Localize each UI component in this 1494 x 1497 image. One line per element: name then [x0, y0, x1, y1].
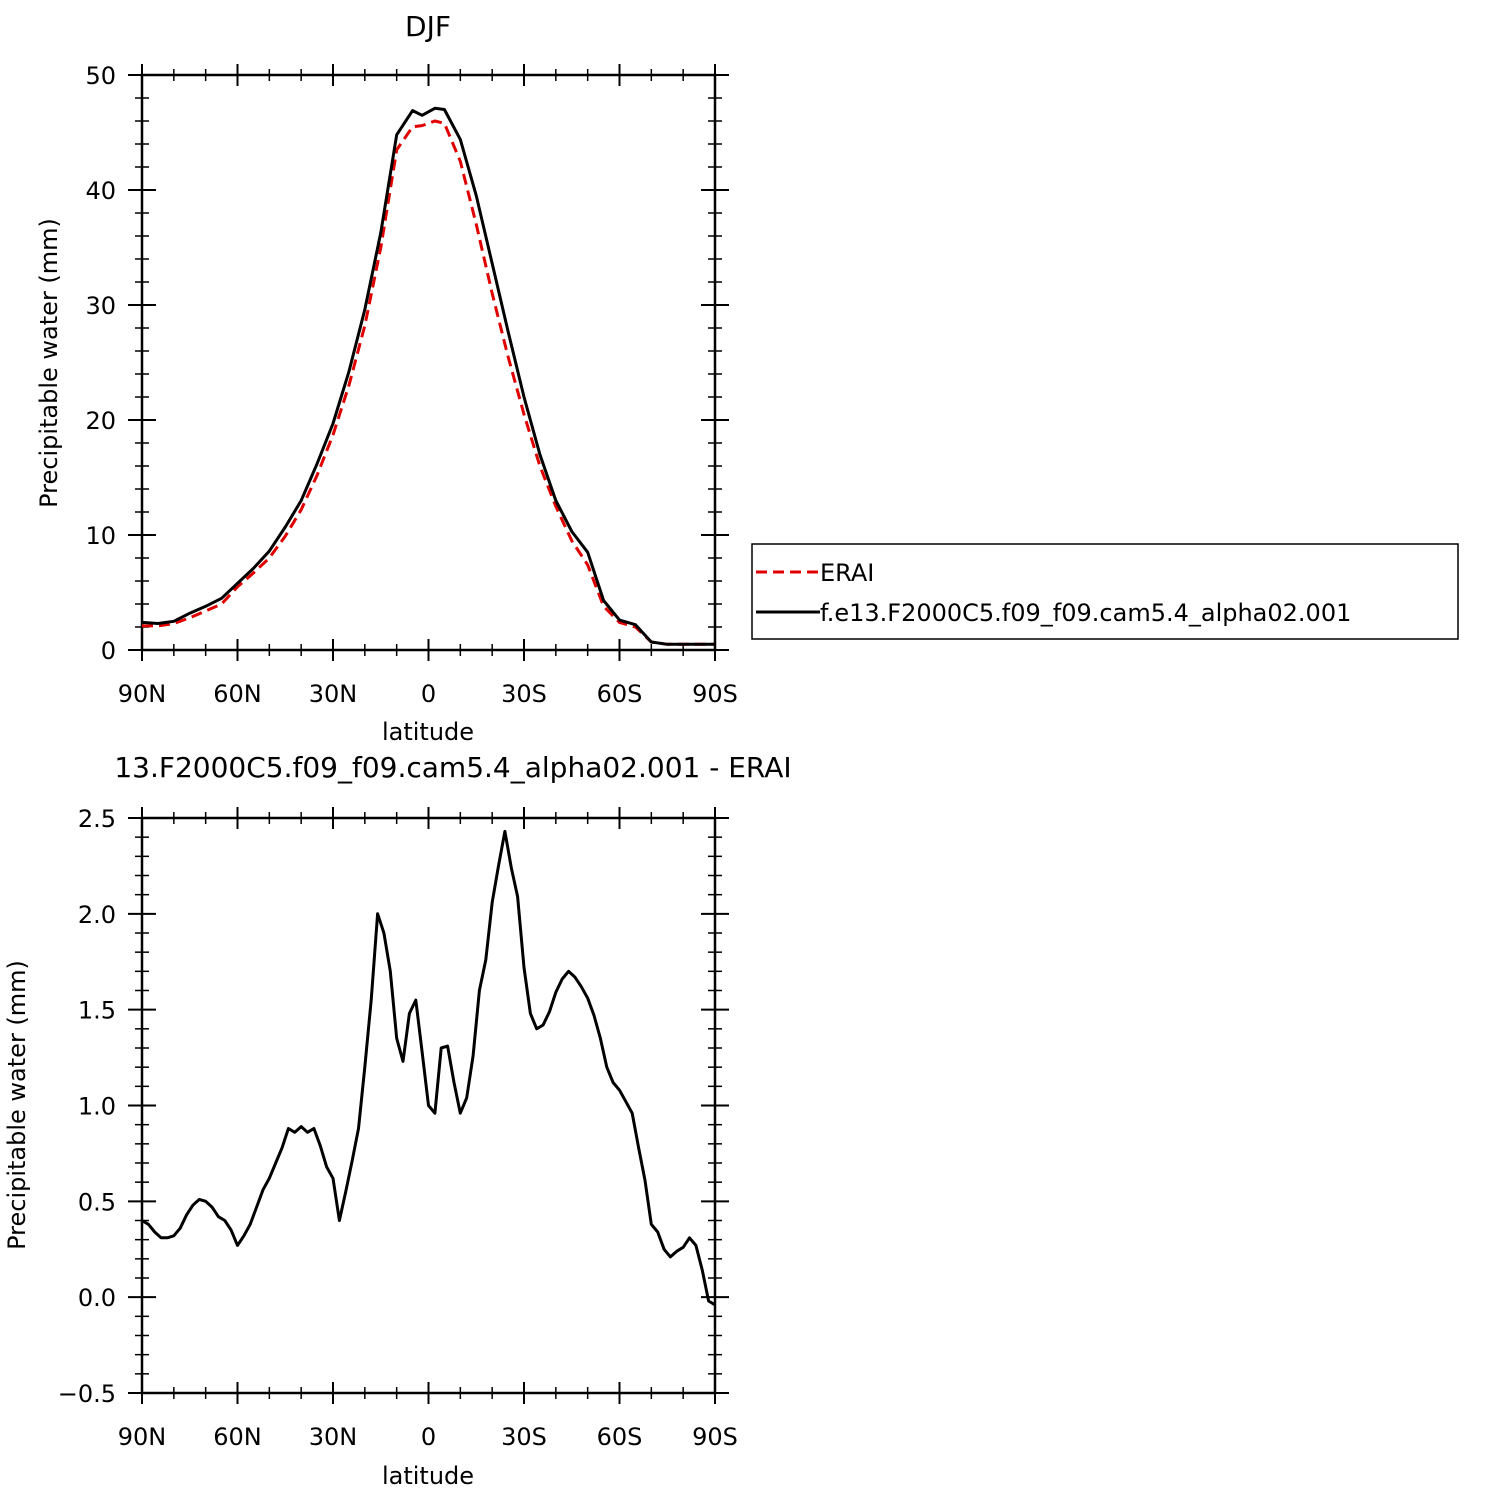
chart2-x-tick-label: 0 [421, 1423, 436, 1451]
chart1-series-line-0 [142, 119, 715, 646]
legend-box [751, 543, 1459, 640]
chart2-x-tick-label: 60S [597, 1423, 643, 1451]
chart2-y-tick-label: 0.5 [78, 1188, 116, 1216]
chart2-x-tick-label: 30N [309, 1423, 358, 1451]
chart2-x-tick-label: 90S [692, 1423, 738, 1451]
legend-model-label: f.e13.F2000C5.f09_f09.cam5.4_alpha02.001 [820, 599, 1351, 627]
chart1-plot-area: 90N 60N 30N 0 30S 60S 90S 0 10 20 30 40 50 [85, 62, 737, 708]
chart2-plot-area: 90N 60N 30N 0 30S 60S 90S −0.5 0.0 0.5 1.0 1.5 2.0 2.… [58, 805, 738, 1451]
chart1-title: DJF [405, 10, 451, 43]
chart2-x-tick-label: 90N [118, 1423, 167, 1451]
chart1-x-tick-label: 60S [597, 680, 643, 708]
chart2-x-axis-label: latitude [382, 1462, 474, 1490]
chart1-y-tick-label: 30 [85, 292, 116, 320]
chart1-y-tick-label: 10 [85, 522, 116, 550]
chart1-x-axis-label: latitude [382, 718, 474, 746]
chart2-y-tick-label: 2.0 [78, 901, 116, 929]
chart2-y-tick-label: 2.5 [78, 805, 116, 833]
chart2-title: 13.F2000C5.f09_f09.cam5.4_alpha02.001 - … [114, 751, 791, 784]
chart1-x-tick-label: 90S [692, 680, 738, 708]
chart1-x-tick-label: 30N [309, 680, 358, 708]
chart1-legend: ERAI f.e13.F2000C5.f09_f09.cam5.4_alpha0… [751, 543, 1459, 640]
chart1-y-tick-label: 50 [85, 62, 116, 90]
legend-erai-label: ERAI [820, 559, 874, 587]
chart2-y-tick-label: −0.5 [58, 1380, 116, 1408]
chart1-x-tick-label: 0 [421, 680, 436, 708]
chart1-y-tick-label: 40 [85, 177, 116, 205]
chart1-x-tick-label: 90N [118, 680, 167, 708]
chart1-y-axis-label: Precipitable water (mm) [35, 218, 63, 508]
chart1-series-line-1 [141, 106, 715, 646]
chart1-y-tick-label: 20 [85, 407, 116, 435]
chart2-x-tick-label: 60N [213, 1423, 262, 1451]
chart2-y-tick-label: 1.5 [78, 997, 116, 1025]
chart2-y-axis-label: Precipitable water (mm) [3, 960, 31, 1250]
chart2-x-tick-label: 30S [501, 1423, 547, 1451]
chart1-frame [140, 73, 717, 652]
chart2-series-line-0 [141, 829, 716, 1307]
chart2-y-tick-label: 0.0 [78, 1284, 116, 1312]
chart1-x-tick-label: 30S [501, 680, 547, 708]
chart1-x-tick-label: 60N [213, 680, 262, 708]
chart1-y-tick-label: 0 [101, 637, 116, 665]
chart2-y-tick-label: 1.0 [78, 1093, 116, 1121]
